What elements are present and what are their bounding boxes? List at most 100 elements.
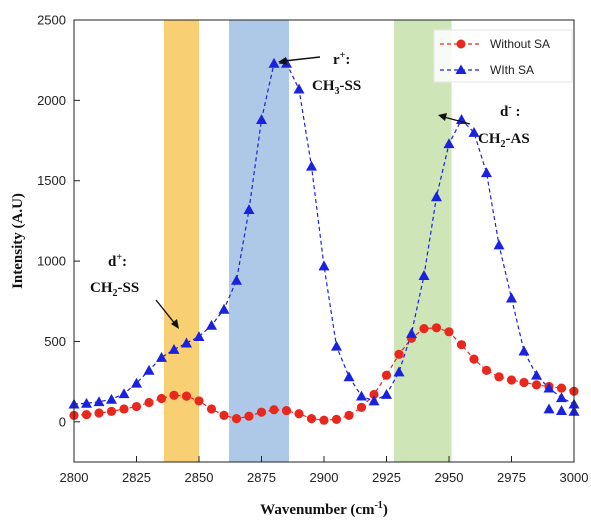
annotation-r-plus: r+: CH3-SS	[278, 50, 361, 97]
data-point	[406, 327, 417, 338]
annotation-r-plus-line1: r+:	[333, 50, 350, 68]
annotation-d-plus-sup: +	[116, 252, 122, 263]
x-tick-label: 2975	[497, 470, 526, 485]
data-point	[193, 331, 205, 342]
data-point	[119, 404, 129, 414]
y-tick-label: 1500	[37, 173, 66, 188]
data-point	[243, 204, 255, 215]
data-point	[494, 372, 504, 382]
data-point	[506, 292, 517, 303]
data-point	[106, 406, 117, 416]
y-axis-title: Intensity (A.U)	[10, 193, 26, 289]
data-point	[556, 383, 567, 393]
data-point	[319, 415, 329, 425]
data-point	[343, 371, 355, 382]
annotation-d-plus-arrow	[155, 299, 177, 326]
data-point	[331, 340, 342, 351]
data-point	[206, 319, 217, 330]
data-point	[293, 83, 305, 94]
data-point	[81, 397, 92, 408]
data-point	[556, 392, 567, 403]
y-axis-ticks: 0 500 1000 1500 2000 2500	[37, 13, 80, 429]
data-point	[181, 391, 192, 401]
annotation-r-plus-arrow	[283, 56, 321, 62]
x-axis-ticks: 2800 2825 2850 2875 2900 2925 2950 2975 3000	[60, 456, 588, 485]
data-point	[256, 114, 267, 125]
x-tick-label: 2925	[372, 470, 401, 485]
data-point	[318, 260, 330, 271]
x-tick-label: 2850	[185, 470, 214, 485]
annotation-d-minus-arrowhead	[438, 113, 447, 121]
highlight-band-2	[394, 20, 452, 462]
x-tick-label: 2800	[60, 470, 89, 485]
data-point	[131, 401, 142, 412]
data-point	[93, 396, 105, 407]
x-tick-label: 2875	[247, 470, 276, 485]
data-point	[181, 337, 192, 348]
data-point	[256, 407, 267, 417]
legend-marker-with-sa	[455, 64, 467, 74]
data-point	[356, 390, 367, 401]
data-point	[481, 365, 492, 375]
data-point	[231, 274, 242, 285]
data-point	[269, 405, 279, 415]
highlight-band-0	[164, 20, 199, 462]
annotation-r-plus-base: r	[333, 52, 340, 68]
annotation-d-minus-sup: -	[508, 102, 511, 113]
annotation-d-plus-a: CH	[90, 280, 113, 296]
legend-label-without-sa: Without SA	[490, 37, 550, 51]
data-point	[194, 396, 204, 406]
annotation-r-plus-b: -SS	[340, 78, 362, 94]
x-axis-title: Wavenumber (cm-1)	[260, 500, 388, 518]
legend: Without SA WIth SA	[433, 29, 573, 83]
data-point	[418, 270, 430, 280]
data-point	[556, 405, 567, 415]
annotation-d-minus: d- : CH2-AS	[438, 102, 530, 150]
data-point	[531, 369, 542, 380]
x-axis-title-sup: -1	[374, 500, 382, 511]
annotation-d-plus-arrowhead	[171, 319, 179, 329]
annotation-r-plus-arrowhead	[278, 57, 287, 65]
data-point	[481, 167, 492, 178]
annotation-d-plus-b: -SS	[118, 280, 140, 296]
x-axis-title-main: Wavenumber (cm	[260, 502, 375, 518]
annotation-d-plus-tail: :	[122, 254, 127, 270]
data-point	[394, 349, 404, 359]
annotation-d-plus-line2: CH2-SS	[90, 280, 139, 299]
legend-label-with-sa: WIth SA	[490, 63, 534, 77]
data-point	[431, 191, 442, 202]
y-tick-label: 0	[59, 414, 66, 429]
data-point	[169, 390, 179, 400]
annotation-r-plus-line2: CH3-SS	[312, 78, 361, 97]
data-point	[219, 410, 229, 420]
data-point	[94, 408, 104, 418]
y-tick-label: 2000	[37, 93, 66, 108]
x-tick-label: 2825	[122, 470, 151, 485]
data-point	[344, 410, 354, 420]
legend-marker-without-sa	[456, 39, 466, 49]
data-point	[369, 389, 379, 400]
annotation-d-minus-a: CH	[478, 131, 501, 147]
data-point	[393, 366, 405, 377]
data-point	[444, 327, 454, 337]
data-point	[131, 377, 142, 388]
annotation-d-plus-line1: d+:	[108, 252, 127, 270]
x-axis-title-tail: )	[383, 502, 388, 518]
data-point	[469, 354, 479, 364]
data-point	[231, 414, 242, 424]
data-point	[281, 405, 292, 416]
annotation-d-minus-line2: CH2-AS	[478, 131, 530, 150]
data-point	[468, 127, 480, 137]
data-point	[206, 404, 217, 414]
data-point	[143, 364, 155, 375]
data-point	[506, 375, 517, 385]
data-point	[419, 323, 429, 334]
data-point	[244, 411, 254, 421]
annotation-d-minus-b: -AS	[506, 131, 530, 147]
y-tick-label: 500	[44, 334, 66, 349]
data-point	[531, 380, 542, 390]
annotation-r-plus-sup: +	[340, 50, 346, 61]
data-point	[168, 343, 180, 354]
series-line-1	[73, 62, 575, 405]
y-tick-label: 1000	[37, 254, 66, 269]
